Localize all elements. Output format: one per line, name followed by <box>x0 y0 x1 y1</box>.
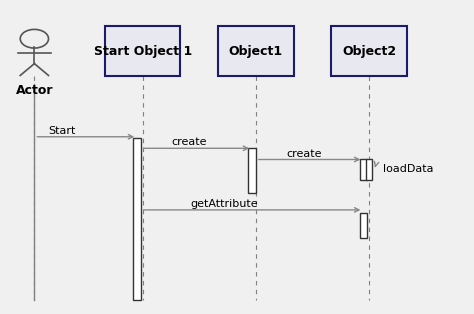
Text: Start: Start <box>48 126 76 136</box>
Text: create: create <box>171 137 207 147</box>
Text: Object1: Object1 <box>229 45 283 58</box>
Bar <box>105 26 181 76</box>
Bar <box>218 26 293 76</box>
Bar <box>360 213 366 238</box>
Text: Object2: Object2 <box>342 45 396 58</box>
Bar <box>360 160 366 180</box>
Bar <box>331 26 407 76</box>
Bar <box>248 148 256 193</box>
Text: Start Object 1: Start Object 1 <box>94 45 192 58</box>
Text: getAttribute: getAttribute <box>190 199 257 209</box>
Bar <box>365 160 372 180</box>
Text: loadData: loadData <box>383 164 434 174</box>
Bar <box>133 138 141 300</box>
Text: create: create <box>286 149 322 159</box>
Text: Actor: Actor <box>16 84 53 97</box>
